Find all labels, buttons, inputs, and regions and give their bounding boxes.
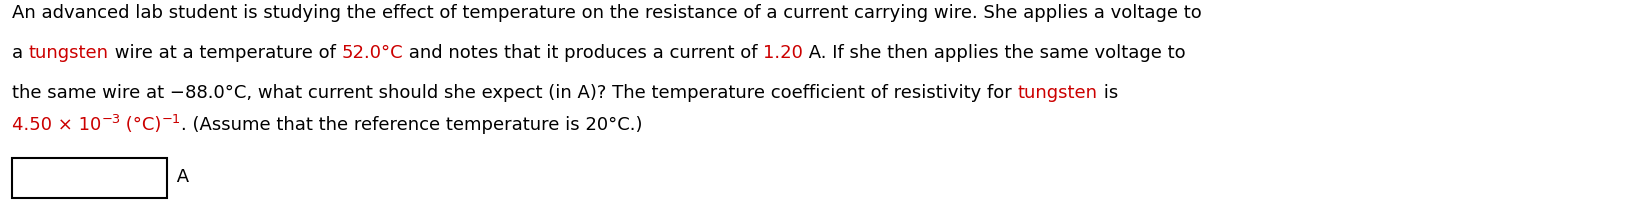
Text: (°C): (°C) <box>120 116 161 134</box>
Text: A. If she then applies the same voltage to: A. If she then applies the same voltage … <box>803 44 1186 62</box>
Text: is: is <box>1097 84 1117 102</box>
Text: tungsten: tungsten <box>1018 84 1097 102</box>
Text: A: A <box>171 168 189 186</box>
Text: −1: −1 <box>161 113 181 126</box>
Text: . (Assume that the reference temperature is 20°C.): . (Assume that the reference temperature… <box>181 116 643 134</box>
Text: 4.50 × 10: 4.50 × 10 <box>12 116 102 134</box>
Text: 52.0°C: 52.0°C <box>342 44 403 62</box>
Text: a: a <box>12 44 30 62</box>
Text: −3: −3 <box>102 113 120 126</box>
Text: wire at a temperature of: wire at a temperature of <box>109 44 342 62</box>
Text: An advanced lab student is studying the effect of temperature on the resistance : An advanced lab student is studying the … <box>12 4 1202 22</box>
Text: and notes that it produces a current of: and notes that it produces a current of <box>403 44 763 62</box>
Text: tungsten: tungsten <box>30 44 109 62</box>
Bar <box>12 158 168 198</box>
Text: 1.20: 1.20 <box>763 44 803 62</box>
Text: the same wire at −88.0°C, what current should she expect (in A)? The temperature: the same wire at −88.0°C, what current s… <box>12 84 1018 102</box>
